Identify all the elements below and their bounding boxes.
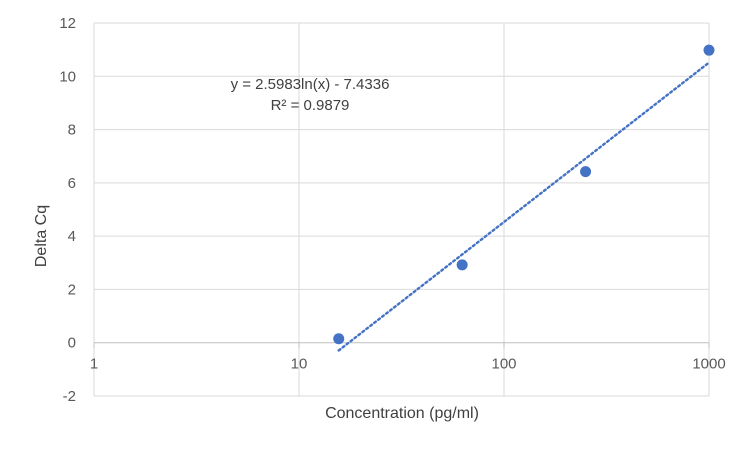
y-tick-labels: -2 0 2 4 6 8 10 12 xyxy=(59,15,76,405)
y-tick-label: 8 xyxy=(68,122,76,139)
data-point xyxy=(456,259,468,271)
y-tick-label: 10 xyxy=(59,68,76,85)
x-tick-label: 100 xyxy=(491,356,516,373)
x-axis-title: Concentration (pg/ml) xyxy=(325,405,479,422)
y-tick-label: 12 xyxy=(59,15,76,32)
trendline-equation: y = 2.5983ln(x) - 7.4336 xyxy=(231,76,390,93)
trendline xyxy=(337,61,711,352)
x-tick-label: 10 xyxy=(291,356,308,373)
trendline-r-squared: R² = 0.9879 xyxy=(271,97,350,114)
y-tick-label: -2 xyxy=(63,388,76,405)
y-tick-label: 2 xyxy=(68,281,76,298)
trendline-group xyxy=(337,61,711,352)
gridlines xyxy=(93,22,710,397)
x-tick-labels: 1 10 100 1000 xyxy=(90,356,726,373)
x-tick-label: 1 xyxy=(90,356,98,373)
y-tick-label: 4 xyxy=(68,228,76,245)
data-point xyxy=(333,333,345,345)
x-tick-label: 1000 xyxy=(692,356,725,373)
data-points xyxy=(333,44,715,345)
axes xyxy=(93,342,710,348)
y-axis-title: Delta Cq xyxy=(33,205,50,267)
data-point xyxy=(703,44,715,56)
y-tick-label: 6 xyxy=(68,175,76,192)
data-point xyxy=(580,166,592,178)
y-tick-label: 0 xyxy=(68,335,76,352)
